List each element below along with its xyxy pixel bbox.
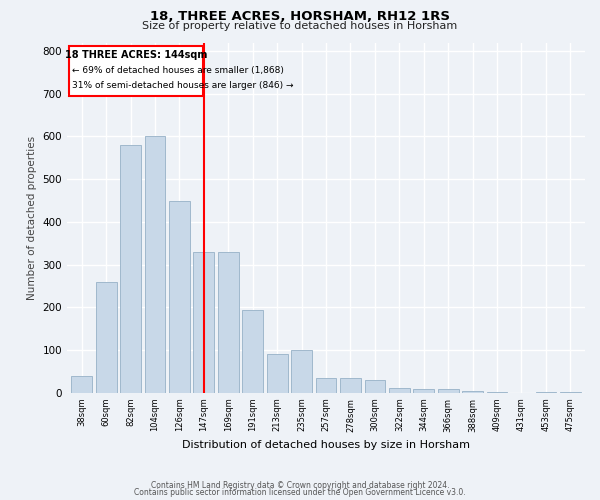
Bar: [242, 310, 263, 393]
Bar: [145, 136, 166, 393]
Bar: [365, 380, 385, 393]
Text: Size of property relative to detached houses in Horsham: Size of property relative to detached ho…: [142, 21, 458, 31]
Bar: [536, 392, 556, 393]
Bar: [389, 388, 410, 393]
Text: Contains public sector information licensed under the Open Government Licence v3: Contains public sector information licen…: [134, 488, 466, 497]
Text: 18 THREE ACRES: 144sqm: 18 THREE ACRES: 144sqm: [65, 50, 207, 60]
Text: 31% of semi-detached houses are larger (846) →: 31% of semi-detached houses are larger (…: [73, 81, 294, 90]
Text: Contains HM Land Registry data © Crown copyright and database right 2024.: Contains HM Land Registry data © Crown c…: [151, 481, 449, 490]
Bar: [96, 282, 116, 393]
Bar: [120, 145, 141, 393]
Bar: [462, 390, 483, 393]
X-axis label: Distribution of detached houses by size in Horsham: Distribution of detached houses by size …: [182, 440, 470, 450]
Bar: [169, 200, 190, 393]
Bar: [267, 354, 287, 393]
Bar: [487, 392, 508, 393]
Bar: [413, 388, 434, 393]
Bar: [193, 252, 214, 393]
Bar: [218, 252, 239, 393]
Text: ← 69% of detached houses are smaller (1,868): ← 69% of detached houses are smaller (1,…: [73, 66, 284, 75]
Bar: [438, 390, 458, 393]
Bar: [291, 350, 312, 393]
Bar: [316, 378, 337, 393]
Bar: [560, 392, 581, 393]
Bar: [71, 376, 92, 393]
Y-axis label: Number of detached properties: Number of detached properties: [27, 136, 37, 300]
FancyBboxPatch shape: [70, 46, 203, 96]
Text: 18, THREE ACRES, HORSHAM, RH12 1RS: 18, THREE ACRES, HORSHAM, RH12 1RS: [150, 10, 450, 23]
Bar: [340, 378, 361, 393]
